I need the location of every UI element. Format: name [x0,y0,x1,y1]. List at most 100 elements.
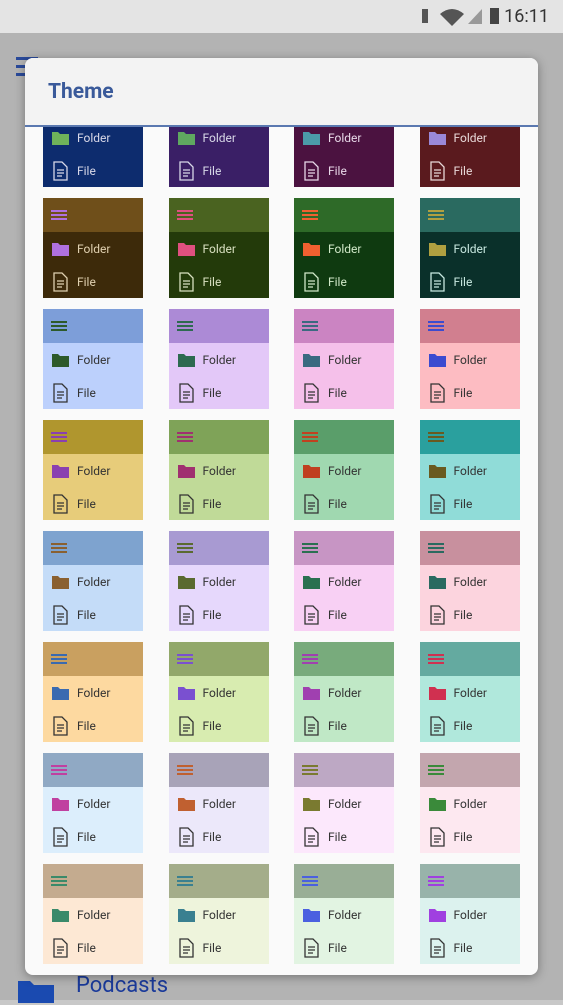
folder-label: Folder [453,575,487,589]
file-shape [304,938,319,958]
folder-label: Folder [453,242,487,256]
theme-tile[interactable]: Folder File [43,642,143,742]
folder-icon [428,243,446,256]
folder-name[interactable]: Podcasts [76,973,169,998]
folder-label: Folder [202,575,236,589]
theme-tile[interactable]: Folder File [168,864,269,964]
theme-tile[interactable]: Folder File [168,198,269,298]
file-label: File [77,941,96,955]
theme-tile[interactable]: Folder File [168,753,269,853]
menu-line [302,662,318,664]
menu-icon [176,210,193,220]
theme-tile[interactable]: Folder File [294,309,394,409]
menu-line [427,769,444,771]
theme-tile[interactable]: Folder File [43,127,143,187]
file-icon [53,716,68,736]
menu-line [51,876,67,878]
file-label: File [328,497,347,511]
menu-icon [302,765,318,775]
theme-tile[interactable]: Folder File [43,864,143,964]
theme-tile[interactable]: Folder File [294,127,394,187]
folder-label: Folder [328,686,362,700]
theme-tile[interactable]: Folder File [294,420,394,520]
theme-tile[interactable]: Folder File [168,531,269,631]
theme-tile[interactable]: Folder File [43,309,143,409]
menu-line [51,325,67,327]
folder-label: Folder [453,464,487,478]
folder-label: Folder [77,464,111,478]
file-label: File [77,719,96,733]
folder-shape [52,909,69,922]
folder-label: Folder [328,242,362,256]
file-icon [429,494,445,514]
menu-icon [302,210,318,220]
theme-tile[interactable]: Folder File [168,420,269,520]
theme-tile[interactable]: Folder File [419,420,520,520]
file-shape [429,494,445,514]
folder-shape [177,798,195,811]
theme-tile[interactable]: Folder File [294,753,394,853]
folder-icon [18,981,54,1003]
file-shape [178,716,194,736]
menu-line [302,773,318,775]
file-icon [304,494,319,514]
folder-icon [428,576,446,589]
theme-tile[interactable]: Folder File [43,198,143,298]
menu-line [51,880,67,882]
theme-tile[interactable]: Folder File [294,198,394,298]
theme-tile[interactable]: Folder File [294,531,394,631]
file-label: File [77,830,96,844]
menu-line [302,769,318,771]
folder-label: Folder [77,797,111,811]
folder-icon [428,132,446,145]
theme-tile[interactable]: Folder File [419,753,520,853]
folder-shape [177,354,195,367]
theme-dialog: Theme Folder File Folder File Folder File Fold… [25,58,538,975]
menu-line [51,440,67,442]
menu-icon [51,876,67,886]
theme-tile[interactable]: Folder File [419,642,520,742]
folder-shape [428,687,446,700]
theme-tile[interactable]: Folder File [419,198,520,298]
file-shape [178,605,194,625]
menu-line [51,662,67,664]
folder-icon [52,909,69,922]
menu-icon [302,543,318,553]
folder-icon [52,243,69,256]
theme-tile[interactable]: Folder File [294,864,394,964]
menu-line [302,436,318,438]
theme-tile[interactable]: Folder File [168,127,269,187]
menu-line [427,880,444,882]
file-shape [53,494,68,514]
folder-shape [52,354,69,367]
menu-line [176,432,193,434]
menu-line [51,773,67,775]
folder-shape [428,576,446,589]
file-icon [53,272,68,292]
theme-tile[interactable]: Folder File [294,642,394,742]
menu-icon [51,432,67,442]
menu-line [51,214,67,216]
theme-tile[interactable]: Folder File [43,420,143,520]
menu-line [302,654,318,656]
theme-tile[interactable]: Folder File [43,753,143,853]
menu-line [427,321,444,323]
theme-tile[interactable]: Folder File [419,309,520,409]
menu-icon [427,210,444,220]
menu-line [427,662,444,664]
menu-icon [176,765,193,775]
file-shape [178,494,194,514]
theme-tile[interactable]: Folder File [419,531,520,631]
theme-tile[interactable]: Folder File [419,127,520,187]
theme-tile[interactable]: Folder File [419,864,520,964]
file-label: File [453,497,473,511]
menu-line [51,218,67,220]
file-label: File [77,386,96,400]
theme-tile[interactable]: Folder File [43,531,143,631]
theme-tile[interactable]: Folder File [168,309,269,409]
theme-tile[interactable]: Folder File [168,642,269,742]
folder-shape [428,243,446,256]
bluetooth-icon [422,9,428,23]
menu-line [427,329,444,331]
menu-line [427,884,444,886]
